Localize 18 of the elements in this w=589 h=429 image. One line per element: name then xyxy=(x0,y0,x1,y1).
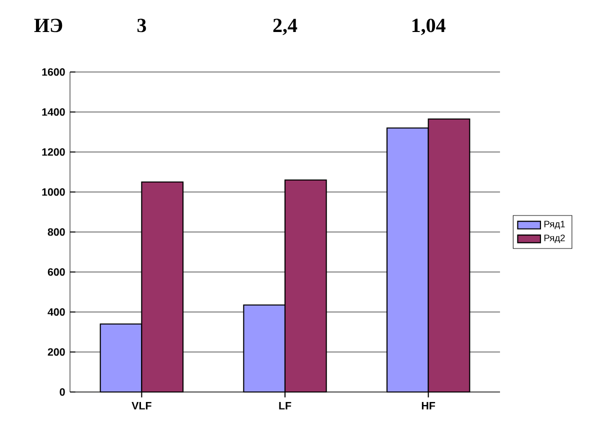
y-tick-label: 800 xyxy=(48,228,65,236)
y-tick-label: 0 xyxy=(60,388,65,396)
y-tick-label: 1200 xyxy=(42,148,65,156)
x-tick-label: HF xyxy=(422,402,436,410)
legend-label: Ряд1 xyxy=(544,220,565,230)
text: 1,04 xyxy=(412,18,446,36)
text: 3 xyxy=(137,18,146,32)
y-tick-label: 200 xyxy=(48,348,65,356)
y-tick-label: 1000 xyxy=(42,188,65,196)
legend-label: Ряд2 xyxy=(544,234,565,243)
y-tick-label: 1600 xyxy=(42,68,65,76)
text: 2,4 xyxy=(273,18,298,36)
y-tick-label: 600 xyxy=(48,268,65,276)
x-tick-label: VLF xyxy=(132,402,152,410)
y-tick-label: 1400 xyxy=(42,108,65,116)
y-tick-label: 400 xyxy=(48,308,65,316)
x-tick-label: LF xyxy=(279,402,292,410)
text: ИЭ xyxy=(34,18,62,32)
